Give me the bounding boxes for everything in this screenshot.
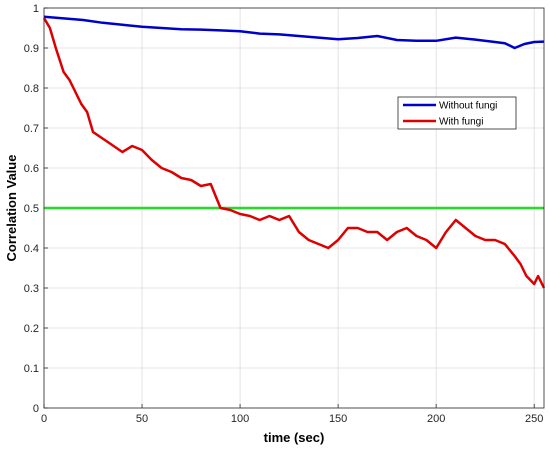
y-tick-label: 0.6	[24, 163, 39, 175]
legend-label-with-fungi: With fungi	[439, 117, 483, 128]
y-tick-label: 0.1	[24, 363, 39, 375]
y-tick-label: 0.3	[24, 283, 39, 295]
y-tick-label: 0	[33, 403, 39, 415]
y-tick-label: 0.9	[24, 43, 39, 55]
y-tick-label: 0.7	[24, 123, 39, 135]
plot-frame	[43, 7, 545, 409]
legend-box	[397, 96, 517, 130]
x-tick-label: 0	[41, 413, 47, 425]
tick-labels: 0 50 100 150 200 250 0 0.1 0.2 0.3 0.4 0.5 0.6 0.7 0.8…	[24, 3, 544, 425]
y-tick-label: 0.5	[24, 203, 39, 215]
y-tick-label: 1	[33, 3, 39, 15]
x-tick-label: 250	[525, 413, 543, 425]
y-tick-label: 0.4	[24, 243, 39, 255]
x-tick-label: 50	[136, 413, 148, 425]
x-tick-label: 150	[329, 413, 347, 425]
x-axis-label: time (sec)	[264, 430, 325, 445]
series-layer	[42, 15, 546, 289]
series-without-fungi-line	[43, 15, 545, 50]
x-tick-label: 100	[231, 413, 249, 425]
y-tick-label: 0.2	[24, 323, 39, 335]
legend-label-without-fungi: Without fungi	[439, 101, 497, 112]
legend: Without fungi With fungi	[397, 96, 517, 130]
y-axis-label: Correlation Value	[4, 155, 19, 262]
y-tick-label: 0.8	[24, 83, 39, 95]
x-tick-label: 200	[427, 413, 445, 425]
series-with-fungi-line	[42, 17, 546, 289]
